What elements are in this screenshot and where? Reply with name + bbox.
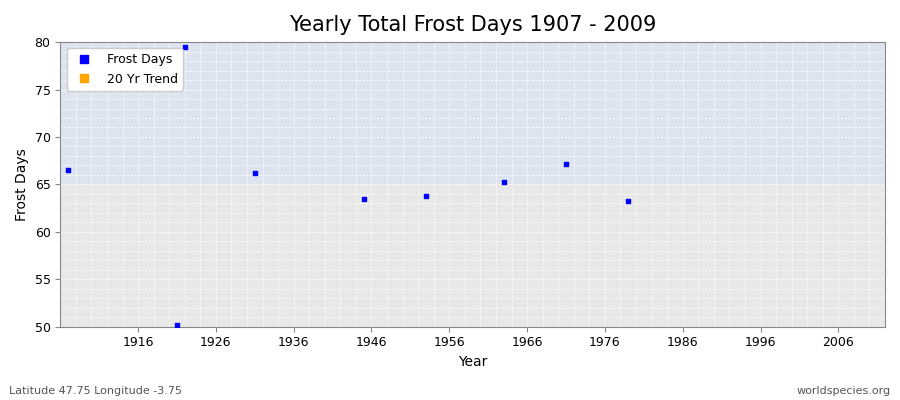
Point	[248, 170, 262, 176]
Point	[621, 198, 635, 205]
Point	[61, 167, 76, 173]
Point	[497, 178, 511, 185]
X-axis label: Year: Year	[458, 355, 487, 369]
Point	[356, 196, 371, 202]
Y-axis label: Frost Days: Frost Days	[15, 148, 29, 221]
Title: Yearly Total Frost Days 1907 - 2009: Yearly Total Frost Days 1907 - 2009	[289, 15, 656, 35]
Legend: Frost Days, 20 Yr Trend: Frost Days, 20 Yr Trend	[67, 48, 183, 91]
Point	[177, 44, 192, 50]
Text: Latitude 47.75 Longitude -3.75: Latitude 47.75 Longitude -3.75	[9, 386, 182, 396]
Point	[170, 322, 184, 328]
Text: worldspecies.org: worldspecies.org	[796, 386, 891, 396]
Point	[418, 193, 433, 199]
Bar	[60, 184, 885, 327]
Point	[559, 160, 573, 167]
